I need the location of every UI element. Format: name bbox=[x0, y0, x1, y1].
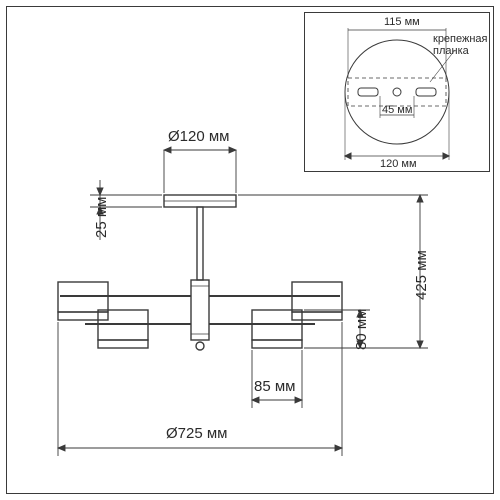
label-total-width: Ø725 мм bbox=[166, 425, 228, 442]
label-total-height: 425 мм bbox=[413, 250, 430, 300]
label-shade-height: 80 мм bbox=[353, 309, 370, 350]
label-inset-115: 115 мм bbox=[384, 16, 420, 28]
label-shade-width: 85 мм bbox=[254, 378, 295, 395]
label-inset-120: 120 мм bbox=[380, 158, 417, 170]
label-inset-45: 45 мм bbox=[382, 104, 412, 116]
label-canopy-diameter: Ø120 мм bbox=[168, 128, 230, 145]
label-canopy-height: 25 мм bbox=[93, 197, 110, 238]
label-inset-plate-text: крепежнаяпланка bbox=[433, 34, 488, 57]
